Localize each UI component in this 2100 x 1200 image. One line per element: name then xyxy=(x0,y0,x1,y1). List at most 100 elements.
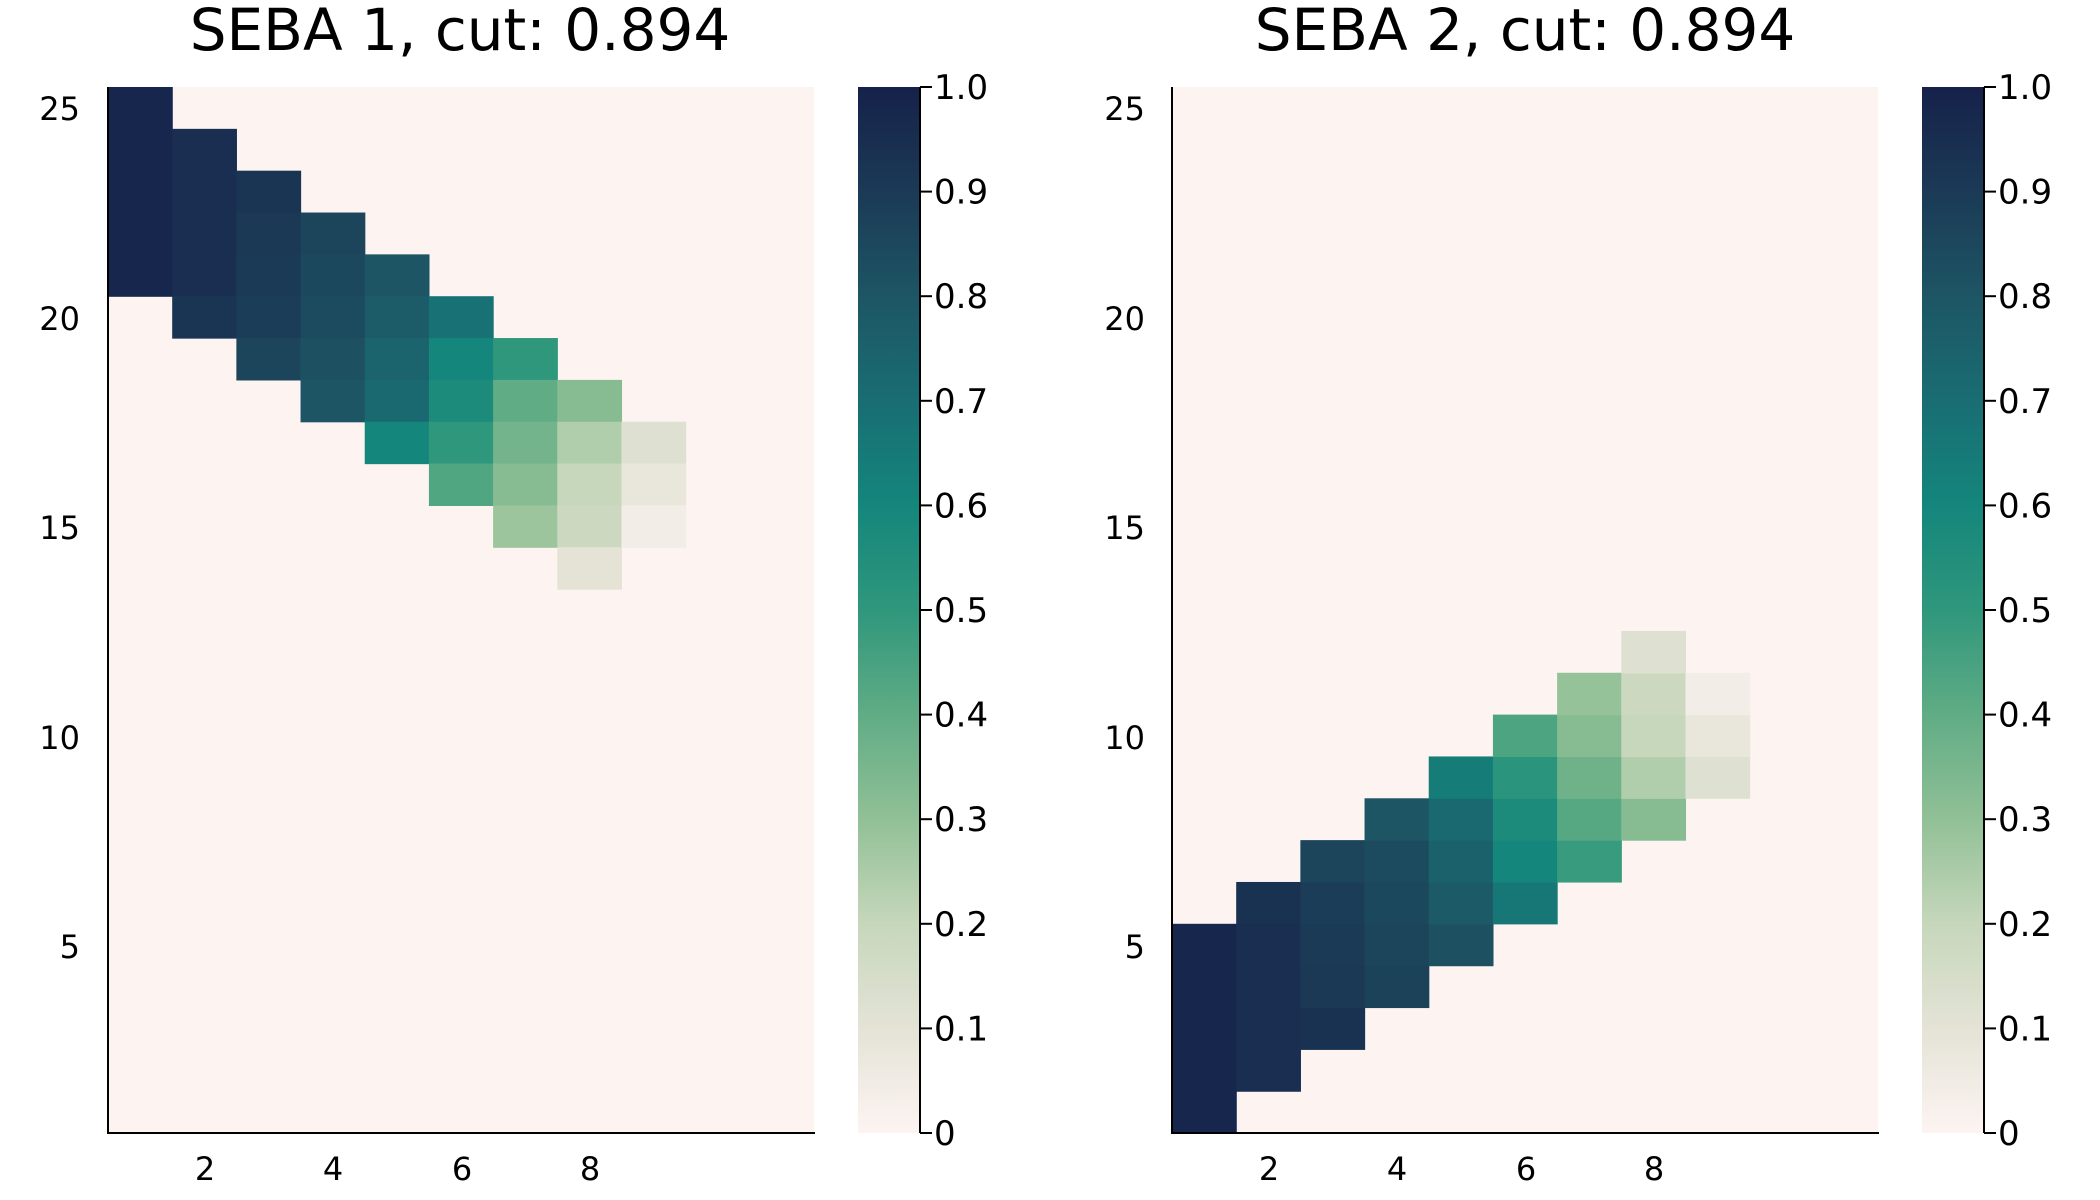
heatmap-cell xyxy=(1685,714,1751,758)
y-tick-label: 15 xyxy=(39,509,80,547)
y-ticks-1: 5 10 15 20 25 xyxy=(39,90,80,966)
heatmap-cell xyxy=(1236,1007,1301,1050)
colorbar-tick-label: 1.0 xyxy=(1998,68,2052,108)
heatmap-cell xyxy=(1621,714,1687,758)
heatmap-cell xyxy=(1236,881,1301,925)
x-tick-label: 8 xyxy=(1644,1150,1664,1188)
y-tick-label: 15 xyxy=(1104,509,1145,547)
heatmap-cell xyxy=(236,296,302,339)
heatmap-cell xyxy=(1428,756,1494,799)
heatmap-cell xyxy=(428,338,494,381)
heatmap-cell xyxy=(364,296,430,339)
heatmap-cell xyxy=(493,505,558,548)
colorbar-tick-label: 0.2 xyxy=(1998,905,2052,945)
heatmap-cell xyxy=(1300,1007,1366,1050)
heatmap-cell xyxy=(1492,798,1558,841)
heatmap-cell xyxy=(1172,923,1237,967)
colorbar-gradient-2 xyxy=(1922,87,1984,1133)
heatmap-cell xyxy=(1557,798,1622,841)
heatmap-cell xyxy=(493,338,558,381)
colorbar-tick-label: 0.5 xyxy=(934,591,988,631)
heatmap-cell xyxy=(1364,923,1430,967)
colorbar-tick-label: 0 xyxy=(1998,1114,2020,1154)
colorbar-tick-label: 0.7 xyxy=(1998,382,2052,422)
x-ticks-2: 2 4 6 8 xyxy=(1259,1150,1664,1188)
heatmap-cell xyxy=(300,212,366,255)
colorbar-ticks-1: 0 0.1 0.2 0.3 0.4 0.5 0.6 0.7 0.8 0.9 1.0 xyxy=(920,68,988,1154)
colorbar-tick-label: 0.2 xyxy=(934,905,988,945)
colorbar-tick-label: 0.1 xyxy=(1998,1009,2052,1049)
colorbar-tick-label: 0.3 xyxy=(934,800,988,840)
heatmap-cell xyxy=(1364,881,1430,925)
colorbar-2: 0 0.1 0.2 0.3 0.4 0.5 0.6 0.7 0.8 0.9 1.0 xyxy=(1922,68,2052,1154)
heatmap-cell xyxy=(236,212,302,255)
heatmap-cell xyxy=(300,379,366,423)
y-ticks-2: 5 10 15 20 25 xyxy=(1104,90,1145,966)
heatmap-cell xyxy=(428,296,494,339)
colorbar-1: 0 0.1 0.2 0.3 0.4 0.5 0.6 0.7 0.8 0.9 1.0 xyxy=(858,68,988,1154)
heatmap-cell xyxy=(364,338,430,381)
heatmap-cell xyxy=(557,463,623,506)
x-tick-label: 6 xyxy=(452,1150,472,1188)
heatmap-cell xyxy=(493,379,558,423)
heatmap-cell xyxy=(108,212,173,255)
heatmap-cell xyxy=(108,87,173,130)
heatmap-cell xyxy=(172,128,237,172)
colorbar-tick-label: 0.1 xyxy=(934,1009,988,1049)
heatmap-cell xyxy=(1557,672,1622,716)
heatmap-cell xyxy=(428,463,494,506)
colorbar-tick-label: 0.3 xyxy=(1998,800,2052,840)
heatmap-cell xyxy=(108,170,173,214)
heatmap-cell xyxy=(1172,1049,1237,1092)
heatmap-cell xyxy=(364,379,430,423)
heatmap-cell xyxy=(557,421,623,465)
heatmap-cell xyxy=(428,421,494,465)
heatmap-cell xyxy=(493,421,558,465)
heatmap-cell xyxy=(1428,840,1494,883)
heatmap-cell xyxy=(621,505,687,548)
chart-title-1: SEBA 1, cut: 0.894 xyxy=(190,0,731,64)
heatmap-panel-2: SEBA 2, cut: 0.894 2 4 6 8 5 10 15 20 25… xyxy=(1104,0,2052,1188)
colorbar-tick-label: 0.4 xyxy=(934,696,988,736)
chart-title-2: SEBA 2, cut: 0.894 xyxy=(1255,0,1796,64)
heatmap-cell xyxy=(172,212,237,255)
heatmap-cell xyxy=(1300,965,1366,1009)
heatmap-cell xyxy=(1557,714,1622,758)
heatmap-cell xyxy=(1492,840,1558,883)
heatmap-cell xyxy=(1428,798,1494,841)
heatmap-cell xyxy=(1300,881,1366,925)
heatmap-cell xyxy=(1621,672,1687,716)
colorbar-tick-label: 1.0 xyxy=(934,68,988,108)
heatmap-cell xyxy=(1621,798,1687,841)
y-tick-label: 10 xyxy=(39,719,80,757)
x-tick-label: 8 xyxy=(580,1150,600,1188)
heatmap-cell xyxy=(621,421,687,465)
y-tick-label: 5 xyxy=(60,928,80,966)
heatmap-cell xyxy=(1172,1091,1237,1134)
colorbar-tick-label: 0.5 xyxy=(1998,591,2052,631)
heatmap-cell xyxy=(1685,756,1751,799)
heatmap-cell xyxy=(1172,1007,1237,1050)
heatmap-cell xyxy=(1557,840,1622,883)
heatmap-cell xyxy=(108,254,173,297)
colorbar-gradient-1 xyxy=(858,87,920,1133)
heatmap-cell xyxy=(621,463,687,506)
heatmap-cell xyxy=(1492,881,1558,925)
heatmap-cell xyxy=(1428,923,1494,967)
heatmap-cell xyxy=(557,505,623,548)
heatmap-cell xyxy=(300,338,366,381)
colorbar-tick-label: 0.7 xyxy=(934,382,988,422)
y-tick-label: 20 xyxy=(1104,300,1145,338)
heatmap-cell xyxy=(1492,756,1558,799)
heatmap-cell xyxy=(236,170,302,214)
heatmap-cells-1 xyxy=(108,87,687,590)
heatmap-cell xyxy=(172,170,237,214)
y-tick-label: 20 xyxy=(39,300,80,338)
heatmap-cells-2 xyxy=(1172,630,1751,1134)
heatmap-cell xyxy=(300,296,366,339)
heatmap-cell xyxy=(557,547,623,590)
colorbar-ticks-2: 0 0.1 0.2 0.3 0.4 0.5 0.6 0.7 0.8 0.9 1.0 xyxy=(1984,68,2052,1154)
heatmap-cell xyxy=(1364,798,1430,841)
heatmap-cell xyxy=(236,254,302,297)
